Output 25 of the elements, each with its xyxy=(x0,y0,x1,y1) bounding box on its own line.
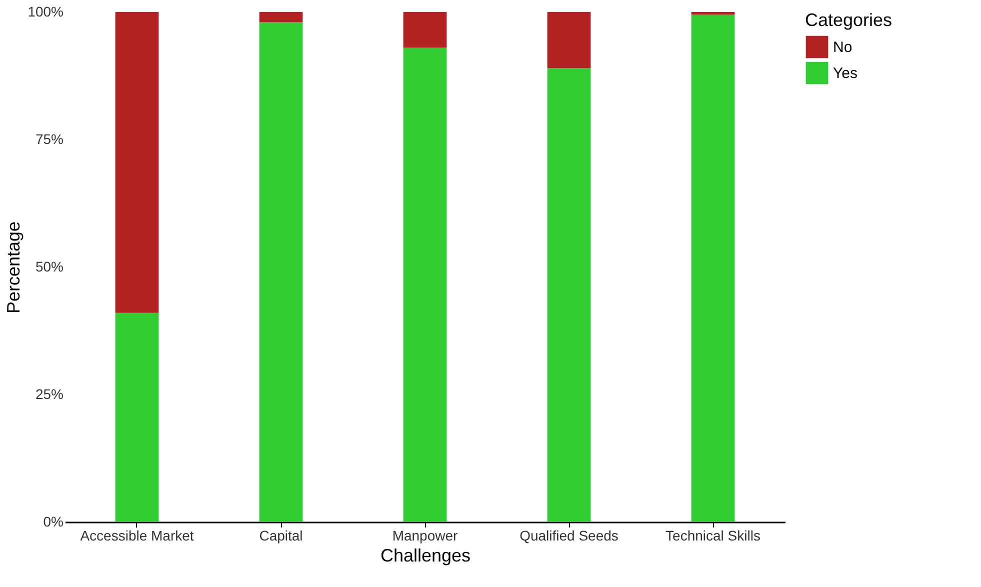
bar xyxy=(403,48,447,522)
bar xyxy=(115,312,159,522)
x-tick-label: Capital xyxy=(259,528,303,544)
bar xyxy=(547,12,591,68)
y-tick-label: 100% xyxy=(28,4,64,20)
bar xyxy=(403,12,447,48)
x-tick-label: Manpower xyxy=(392,528,458,544)
bar xyxy=(691,12,735,15)
x-axis-title: Challenges xyxy=(380,546,471,566)
bar xyxy=(691,14,735,522)
bar xyxy=(259,22,303,522)
x-tick-label: Qualified Seeds xyxy=(520,528,618,544)
bar xyxy=(115,12,159,313)
x-tick-label: Accessible Market xyxy=(80,528,194,544)
y-axis-title: Percentage xyxy=(4,221,24,314)
y-tick-label: 25% xyxy=(35,386,64,402)
y-tick-label: 0% xyxy=(43,514,64,530)
legend-label: Yes xyxy=(833,65,858,82)
x-tick-label: Technical Skills xyxy=(666,528,760,544)
y-tick-label: 75% xyxy=(35,131,64,147)
y-tick-label: 50% xyxy=(35,258,64,274)
legend-title: Categories xyxy=(805,10,892,30)
legend-label: No xyxy=(833,39,852,56)
bar xyxy=(259,12,303,22)
bar xyxy=(547,68,591,522)
